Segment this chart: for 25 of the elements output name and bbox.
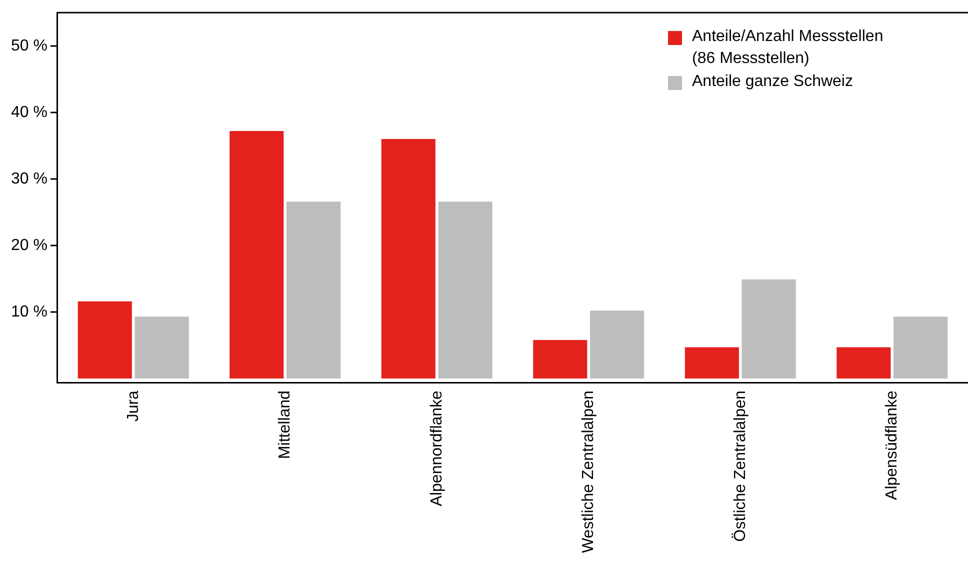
x-tick-label: Jura bbox=[124, 390, 142, 422]
y-tick-label: 30 % bbox=[11, 170, 48, 188]
x-tick-label: Westliche Zentralalpen bbox=[580, 390, 598, 553]
bar bbox=[684, 347, 739, 379]
bar bbox=[230, 131, 284, 379]
bar bbox=[590, 310, 644, 379]
bar bbox=[286, 202, 341, 379]
x-tick-label: Östliche Zentralalpen bbox=[730, 390, 749, 542]
y-tick-label: 40 % bbox=[11, 104, 48, 121]
bar bbox=[836, 347, 891, 379]
x-tick-label: Mittelland bbox=[276, 390, 294, 460]
legend-label: Anteile/Anzahl Messstellen (86 Messstellen) bbox=[692, 26, 884, 69]
bar bbox=[533, 340, 588, 379]
y-tick-label: 50 % bbox=[11, 37, 48, 54]
bar bbox=[134, 316, 189, 379]
bar bbox=[381, 139, 436, 379]
x-tick-label: Alpensüdflanke bbox=[884, 390, 901, 500]
bar bbox=[78, 301, 132, 379]
bar bbox=[894, 316, 948, 379]
bar bbox=[742, 279, 796, 379]
legend-label: Anteile ganze Schweiz bbox=[692, 72, 853, 92]
y-tick-label: 20 % bbox=[11, 236, 48, 254]
y-tick-label: 10 % bbox=[11, 303, 48, 320]
x-tick-label: Alpennordflanke bbox=[428, 390, 446, 506]
bar bbox=[438, 202, 492, 379]
